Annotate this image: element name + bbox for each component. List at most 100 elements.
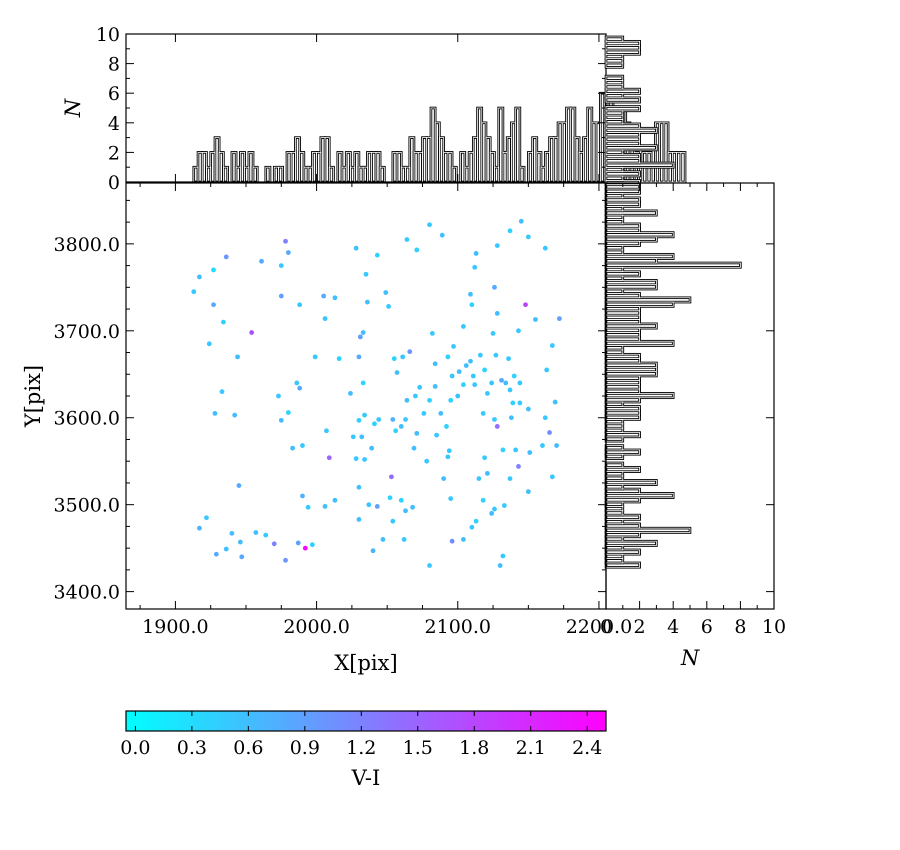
histogram-bar-highlight: [605, 75, 624, 81]
scatter-point: [448, 496, 454, 501]
top-hist-tick-label: 0: [108, 172, 120, 194]
scatter-point: [321, 293, 327, 299]
scatter-point: [305, 504, 311, 510]
scatter-point: [525, 234, 531, 240]
scatter-point: [552, 399, 558, 405]
scatter-point: [449, 373, 455, 379]
scatter-point: [322, 504, 328, 509]
colorbar-tick-label: 2.1: [516, 737, 546, 759]
scatter-ticks: 1900.0 2000.0 2100.0 2200.0 3400.0 3500.0 3600…: [54, 183, 632, 638]
scatter-point: [429, 331, 435, 336]
scatter-ylabel: Y[pix]: [21, 365, 45, 428]
scatter-point: [501, 503, 507, 508]
scatter-point: [398, 424, 404, 429]
scatter-point: [492, 284, 497, 290]
scatter-point: [554, 443, 559, 448]
y-tick-label: 3500.0: [54, 495, 120, 517]
top-histogram-ylabel: N: [61, 98, 85, 118]
scatter-point: [229, 530, 235, 536]
scatter-point: [456, 369, 462, 375]
scatter-point: [211, 267, 216, 273]
colorbar-tick-label: 0.3: [177, 737, 207, 759]
scatter-point: [441, 476, 447, 481]
scatter-point: [461, 382, 466, 388]
scatter-point: [480, 410, 486, 416]
scatter-point: [350, 434, 356, 440]
scatter-point: [297, 385, 303, 391]
scatter-point: [445, 354, 451, 360]
x-tick-label: 1900.0: [142, 616, 208, 638]
scatter-point: [549, 343, 555, 348]
right-hist-tick-label: 4: [667, 616, 679, 638]
scatter-point: [469, 302, 475, 308]
scatter-point: [477, 352, 483, 358]
scatter-point: [507, 387, 513, 393]
right-hist-tick-label: 8: [734, 616, 746, 638]
scatter-point: [507, 228, 513, 234]
scatter-point: [191, 289, 197, 295]
scatter-point: [366, 502, 372, 508]
scatter-point: [439, 232, 445, 238]
histogram-bar: [264, 165, 272, 184]
scatter-point: [499, 377, 504, 383]
scatter-point: [500, 553, 506, 559]
scatter-point: [468, 358, 473, 364]
right-hist-tick-label: 10: [762, 616, 786, 638]
top-histogram-ticks: 0 2 4 6 8 10: [96, 24, 606, 194]
right-histogram-xlabel: N: [680, 646, 700, 670]
scatter-point: [372, 421, 377, 427]
scatter-point: [403, 417, 408, 422]
scatter-point: [356, 354, 362, 360]
scatter-point: [473, 251, 479, 256]
scatter-point: [516, 464, 521, 469]
histogram-bar-highlight: [605, 36, 624, 42]
colorbar-tick-label: 2.4: [572, 737, 602, 759]
scatter-point: [473, 518, 479, 524]
scatter-point: [417, 384, 423, 390]
scatter-point: [461, 537, 466, 542]
scatter-point: [278, 263, 284, 268]
top-hist-tick-label: 2: [108, 142, 120, 164]
scatter-point: [411, 445, 417, 451]
scatter-point: [427, 563, 432, 568]
scatter-point: [472, 264, 478, 270]
scatter-point: [212, 410, 218, 416]
scatter-point: [497, 563, 503, 568]
scatter-frame: [125, 182, 607, 610]
scatter-point: [360, 380, 366, 386]
scatter-point: [432, 361, 438, 367]
scatter-point: [223, 546, 229, 552]
scatter-point: [376, 417, 382, 422]
scatter-point: [362, 457, 367, 462]
scatter-point: [380, 537, 386, 542]
scatter-point: [353, 456, 359, 461]
scatter-point: [362, 412, 367, 418]
scatter-point: [332, 295, 338, 301]
scatter-point: [489, 380, 495, 386]
scatter-point: [295, 540, 301, 546]
scatter-point: [249, 330, 255, 335]
top-hist-tick-label: 4: [108, 113, 120, 135]
scatter-point: [297, 302, 303, 308]
y-tick-label: 3700.0: [54, 321, 120, 343]
scatter-point: [472, 382, 478, 388]
scatter-plot: 1900.0 2000.0 2100.0 2200.0 3400.0 3500.0 3600…: [21, 182, 632, 675]
scatter-point: [511, 373, 517, 379]
scatter-point: [239, 554, 245, 560]
scatter-point: [369, 445, 375, 451]
scatter-point: [542, 415, 548, 421]
scatter-point: [533, 317, 538, 322]
scatter-point: [492, 417, 497, 422]
scatter-point: [493, 352, 499, 358]
scatter-point: [197, 525, 202, 531]
histogram-bar-highlight: [680, 151, 686, 183]
colorbar-ticks: 0.0 0.3 0.6 0.9 1.2 1.5 1.8 2.1 2.4: [120, 711, 602, 759]
scatter-point: [455, 393, 461, 399]
scatter-point: [276, 393, 281, 399]
scatter-point: [518, 218, 524, 224]
histogram-bar: [222, 165, 229, 184]
scatter-xlabel: X[pix]: [334, 651, 397, 675]
colorbar-tick-label: 1.8: [459, 737, 489, 759]
scatter-point: [482, 367, 487, 373]
